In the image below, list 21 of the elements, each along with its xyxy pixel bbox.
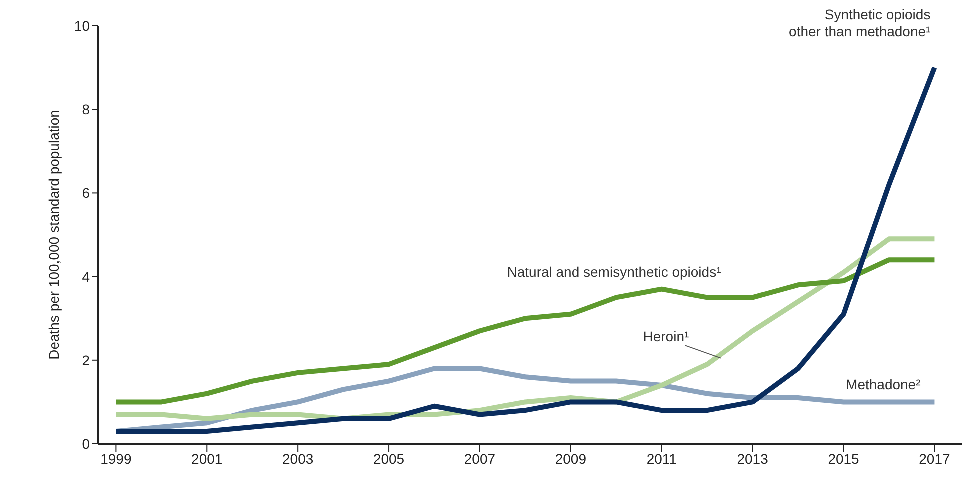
x-tick-label: 2009 <box>555 450 587 467</box>
x-tick-label: 2017 <box>919 450 950 467</box>
series-label: Natural and semisynthetic opioids¹ <box>507 264 722 280</box>
y-tick-label: 8 <box>82 102 90 118</box>
x-tick-label: 2005 <box>373 450 405 467</box>
x-tick-label: 2003 <box>282 450 314 467</box>
y-axis-title: Deaths per 100,000 standard population <box>46 110 62 360</box>
x-tick-label: 2015 <box>828 450 860 467</box>
series-label: Methadone² <box>846 376 922 393</box>
y-tick-label: 6 <box>82 185 90 202</box>
x-tick-label: 2001 <box>192 450 223 467</box>
y-tick-label: 4 <box>82 268 90 285</box>
x-tick-label: 2011 <box>646 450 678 467</box>
y-tick-label: 2 <box>82 352 90 368</box>
x-tick-label: 1999 <box>100 450 132 467</box>
x-tick-label: 2007 <box>464 450 496 467</box>
y-tick-label: 10 <box>74 18 90 34</box>
y-tick-label: 0 <box>82 436 90 452</box>
series-label: Heroin¹ <box>643 328 690 345</box>
x-tick-label: 2013 <box>737 450 769 467</box>
text: Synthetic opioids other than methadone¹ <box>789 6 932 40</box>
